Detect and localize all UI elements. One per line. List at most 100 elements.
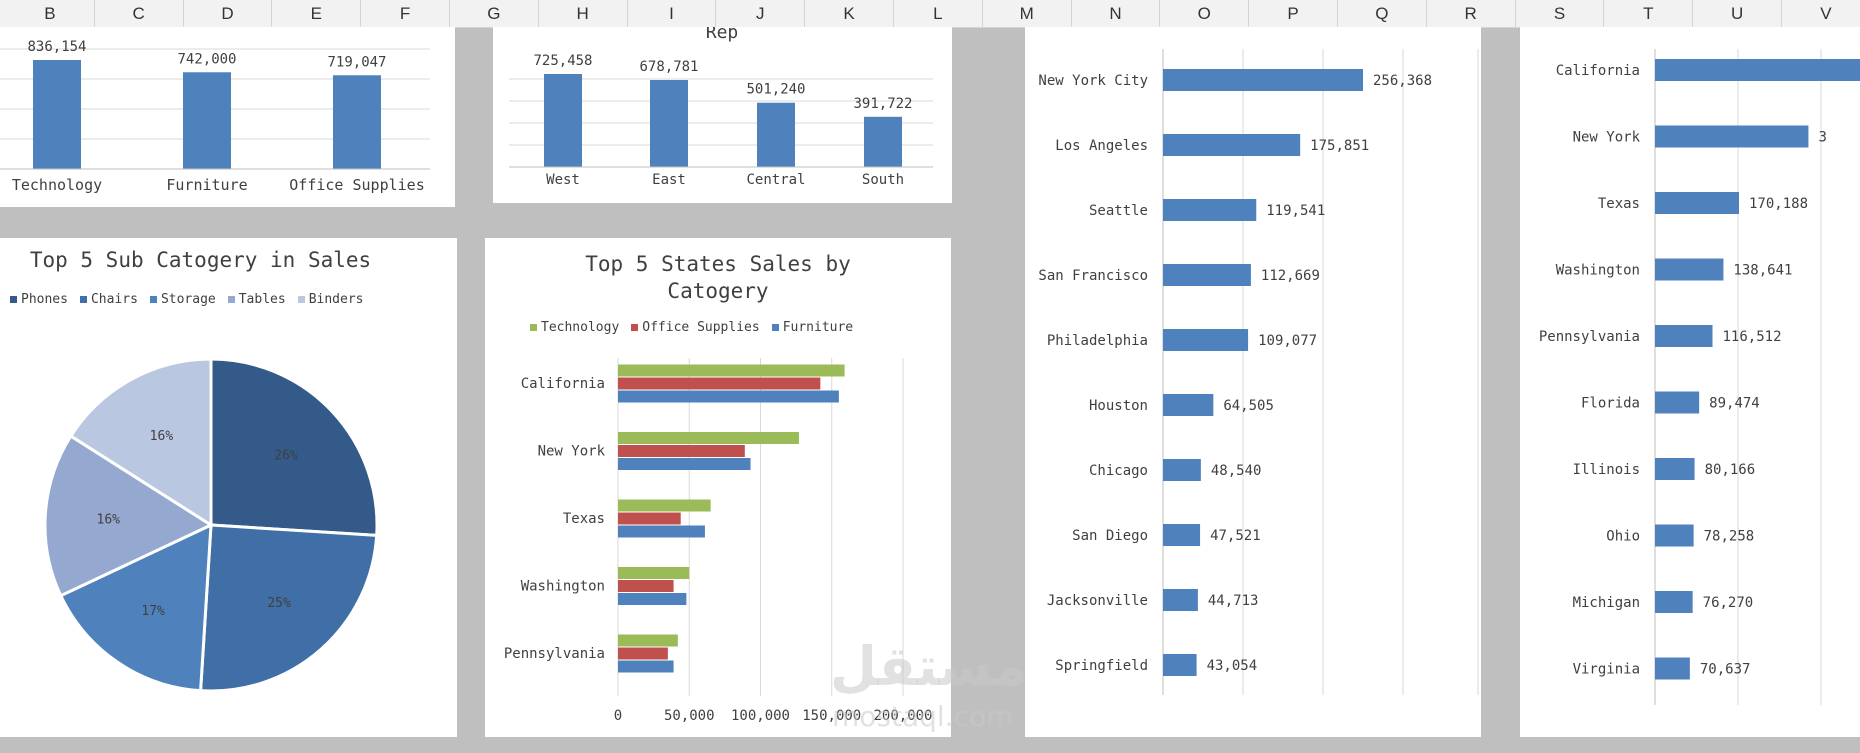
column-header-u[interactable]: U: [1693, 0, 1782, 27]
bar: [1655, 391, 1700, 414]
chart-title-line-2: Catogery: [667, 279, 769, 303]
column-header-h[interactable]: H: [539, 0, 628, 27]
bar: [1655, 192, 1739, 214]
bar: [618, 458, 751, 470]
column-header-g[interactable]: G: [450, 0, 539, 27]
states-category-legend: Technology Office Supplies Furniture: [530, 320, 853, 335]
column-header-c[interactable]: C: [95, 0, 184, 27]
column-header-s[interactable]: S: [1516, 0, 1605, 27]
bar: [1655, 325, 1713, 347]
states-by-category-chart[interactable]: Top 5 States Sales by Catogery Technolog…: [485, 238, 951, 737]
slice-label: 17%: [141, 604, 165, 619]
column-header-m[interactable]: M: [983, 0, 1072, 27]
legend-label: Binders: [308, 292, 364, 307]
bar: [1163, 524, 1201, 546]
column-header-q[interactable]: Q: [1338, 0, 1427, 27]
bar: [1163, 459, 1201, 481]
data-label: 3: [1818, 130, 1826, 146]
legend-item: Binders: [297, 292, 364, 307]
bar: [618, 567, 690, 579]
watermark-logo: مستقل: [830, 635, 1028, 698]
data-label: 44,713: [1208, 593, 1259, 609]
data-label: 48,540: [1211, 463, 1262, 479]
category-label: San Francisco: [1038, 268, 1148, 284]
category-label: California: [521, 376, 605, 392]
region-sales-chart[interactable]: Rep 725,458 West 678,781 East 501,240 Central 3…: [493, 27, 952, 203]
category-label: Seattle: [1089, 203, 1148, 219]
category-label: East: [652, 172, 686, 188]
top-states-chart[interactable]: California New York 3 Texas 170,188 Washingto…: [1520, 27, 1860, 737]
column-header-n[interactable]: N: [1072, 0, 1161, 27]
slice-label: 16%: [150, 429, 174, 444]
bar: [1655, 258, 1724, 281]
bar: [650, 79, 688, 167]
bar: [183, 72, 231, 169]
category-label: Pennsylvania: [1539, 329, 1640, 345]
legend-label: Tables: [238, 292, 286, 307]
legend-swatch: [10, 296, 17, 303]
category-label: New York: [1573, 130, 1641, 146]
category-sales-chart[interactable]: 836,154 Technology 742,000 Furniture 719,047…: [0, 27, 455, 207]
data-label: 112,669: [1261, 268, 1320, 284]
bar: [1163, 264, 1251, 286]
bar: [1655, 125, 1809, 148]
chart-title-line-1: Top 5 States Sales by: [585, 252, 851, 276]
column-header-d[interactable]: D: [184, 0, 273, 27]
top-cities-chart[interactable]: New York City 256,368 Los Angeles 175,851 Se…: [1025, 27, 1481, 737]
column-header-b[interactable]: B: [6, 0, 95, 27]
legend-item: Furniture: [771, 320, 854, 335]
bar: [1163, 134, 1301, 156]
data-label: 678,781: [639, 59, 698, 75]
region-sales-plot: Rep 725,458 West 678,781 East 501,240 Central 3…: [509, 27, 933, 188]
data-label: 725,458: [533, 53, 592, 69]
legend-item: Phones: [10, 292, 68, 307]
legend-item: Chairs: [79, 292, 138, 307]
bar: [1163, 69, 1363, 91]
category-label: Virginia: [1573, 662, 1640, 678]
pie-slice: [68, 357, 213, 528]
legend-item: Storage: [149, 292, 216, 307]
states-category-plot: 0 50,000 100,000 150,000 200,000 California Ne…: [504, 358, 933, 724]
pie-slice: [209, 357, 379, 538]
category-label: West: [546, 172, 580, 188]
column-header-l[interactable]: L: [894, 0, 983, 27]
category-label: New York City: [1038, 73, 1148, 89]
column-header-r[interactable]: R: [1427, 0, 1516, 27]
category-label: Jacksonville: [1047, 593, 1148, 609]
bar: [618, 660, 674, 673]
chart-title: Rep: [706, 27, 739, 43]
column-header-t[interactable]: T: [1604, 0, 1694, 27]
column-header-p[interactable]: P: [1249, 0, 1338, 27]
column-header-f[interactable]: F: [361, 0, 450, 27]
column-header-e[interactable]: E: [272, 0, 362, 27]
column-header-i[interactable]: I: [628, 0, 717, 27]
pie-legend: Phones Chairs Storage Tables Binders: [10, 292, 364, 307]
category-label: Chicago: [1089, 463, 1148, 479]
data-label: 175,851: [1310, 138, 1369, 154]
data-label: 742,000: [177, 51, 236, 67]
subcategory-pie-chart[interactable]: Top 5 Sub Catogery in Sales Phones Chairs…: [0, 238, 457, 737]
bar: [618, 580, 674, 592]
legend-swatch: [297, 296, 305, 303]
bar: [864, 116, 902, 167]
column-header-k[interactable]: K: [805, 0, 894, 27]
bar: [333, 75, 381, 169]
column-header-j[interactable]: J: [716, 0, 806, 27]
bar: [1163, 199, 1257, 221]
tick-label: 50,000: [664, 708, 715, 724]
column-header-v[interactable]: V: [1782, 0, 1860, 27]
bar: [1655, 591, 1693, 613]
data-label: 64,505: [1223, 398, 1274, 414]
chart-title: Top 5 Sub Catogery in Sales: [29, 248, 372, 272]
pie-plot: 26% 25% 17% 16% 16%: [43, 357, 379, 693]
bar: [1163, 394, 1214, 416]
legend-label: Furniture: [782, 320, 854, 335]
column-header-o[interactable]: O: [1160, 0, 1250, 27]
bar: [1655, 59, 1860, 81]
pie-slice: [43, 433, 215, 598]
watermark-text: mostaql.com: [832, 700, 1014, 733]
legend-label: Chairs: [90, 292, 138, 307]
category-sales-plot: 836,154 Technology 742,000 Furniture 719,047…: [0, 39, 430, 194]
bar: [618, 512, 681, 525]
category-label: San Diego: [1072, 528, 1148, 544]
